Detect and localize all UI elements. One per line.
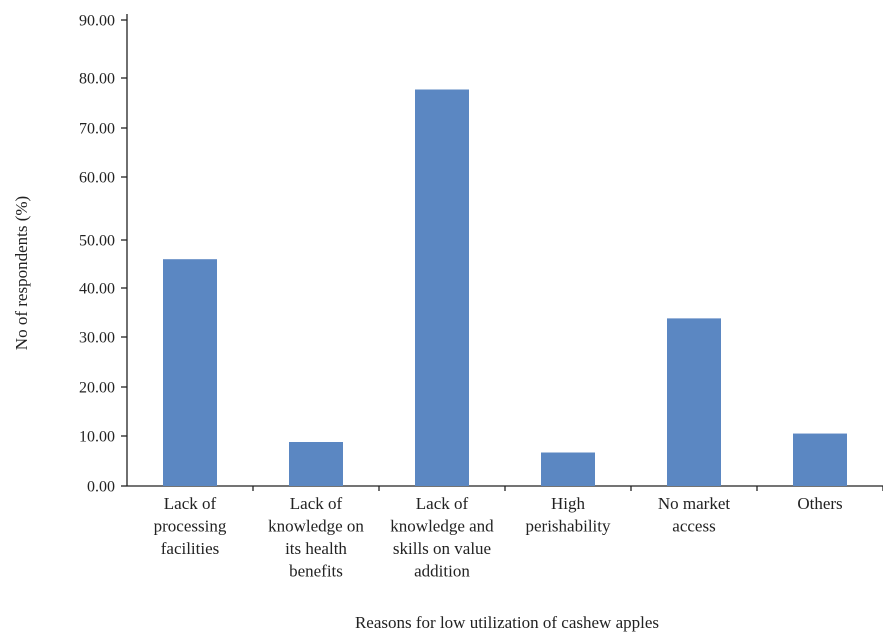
y-tick-label: 30.00 (79, 330, 115, 347)
y-tick-label: 10.00 (79, 429, 115, 446)
y-tick-label: 0.00 (87, 479, 115, 496)
x-category-label: Lack of processing facilities (154, 494, 227, 558)
x-axis-title: Reasons for low utilization of cashew ap… (355, 613, 659, 632)
x-category-label: Lack of knowledge on its health benefits (268, 494, 364, 581)
y-tick-label: 60.00 (79, 170, 115, 187)
category-labels: Lack of processing facilities Lack of knowle… (154, 494, 843, 581)
y-axis: 0.00 10.00 20.00 30.00 40.00 50.00 60.00 70.00 8… (79, 13, 128, 496)
y-axis-title: No of respondents (%) (12, 196, 31, 350)
bar (793, 433, 847, 486)
x-category-label: High perishability (526, 494, 611, 536)
bar (415, 89, 469, 486)
bar (289, 442, 343, 486)
bar (541, 452, 595, 486)
bar (163, 259, 217, 486)
y-tick-label: 20.00 (79, 380, 115, 397)
y-tick-label: 80.00 (79, 71, 115, 88)
bar (667, 318, 721, 486)
bars (163, 89, 847, 486)
y-tick-label: 70.00 (79, 121, 115, 138)
x-axis (127, 485, 883, 491)
y-tick-label: 50.00 (79, 233, 115, 250)
x-category-label: Lack of knowledge and skills on value addit… (390, 494, 494, 581)
x-category-label: No market access (658, 494, 731, 536)
y-tick-label: 40.00 (79, 281, 115, 298)
y-tick-label: 90.00 (79, 13, 115, 30)
x-category-label: Others (797, 494, 842, 513)
